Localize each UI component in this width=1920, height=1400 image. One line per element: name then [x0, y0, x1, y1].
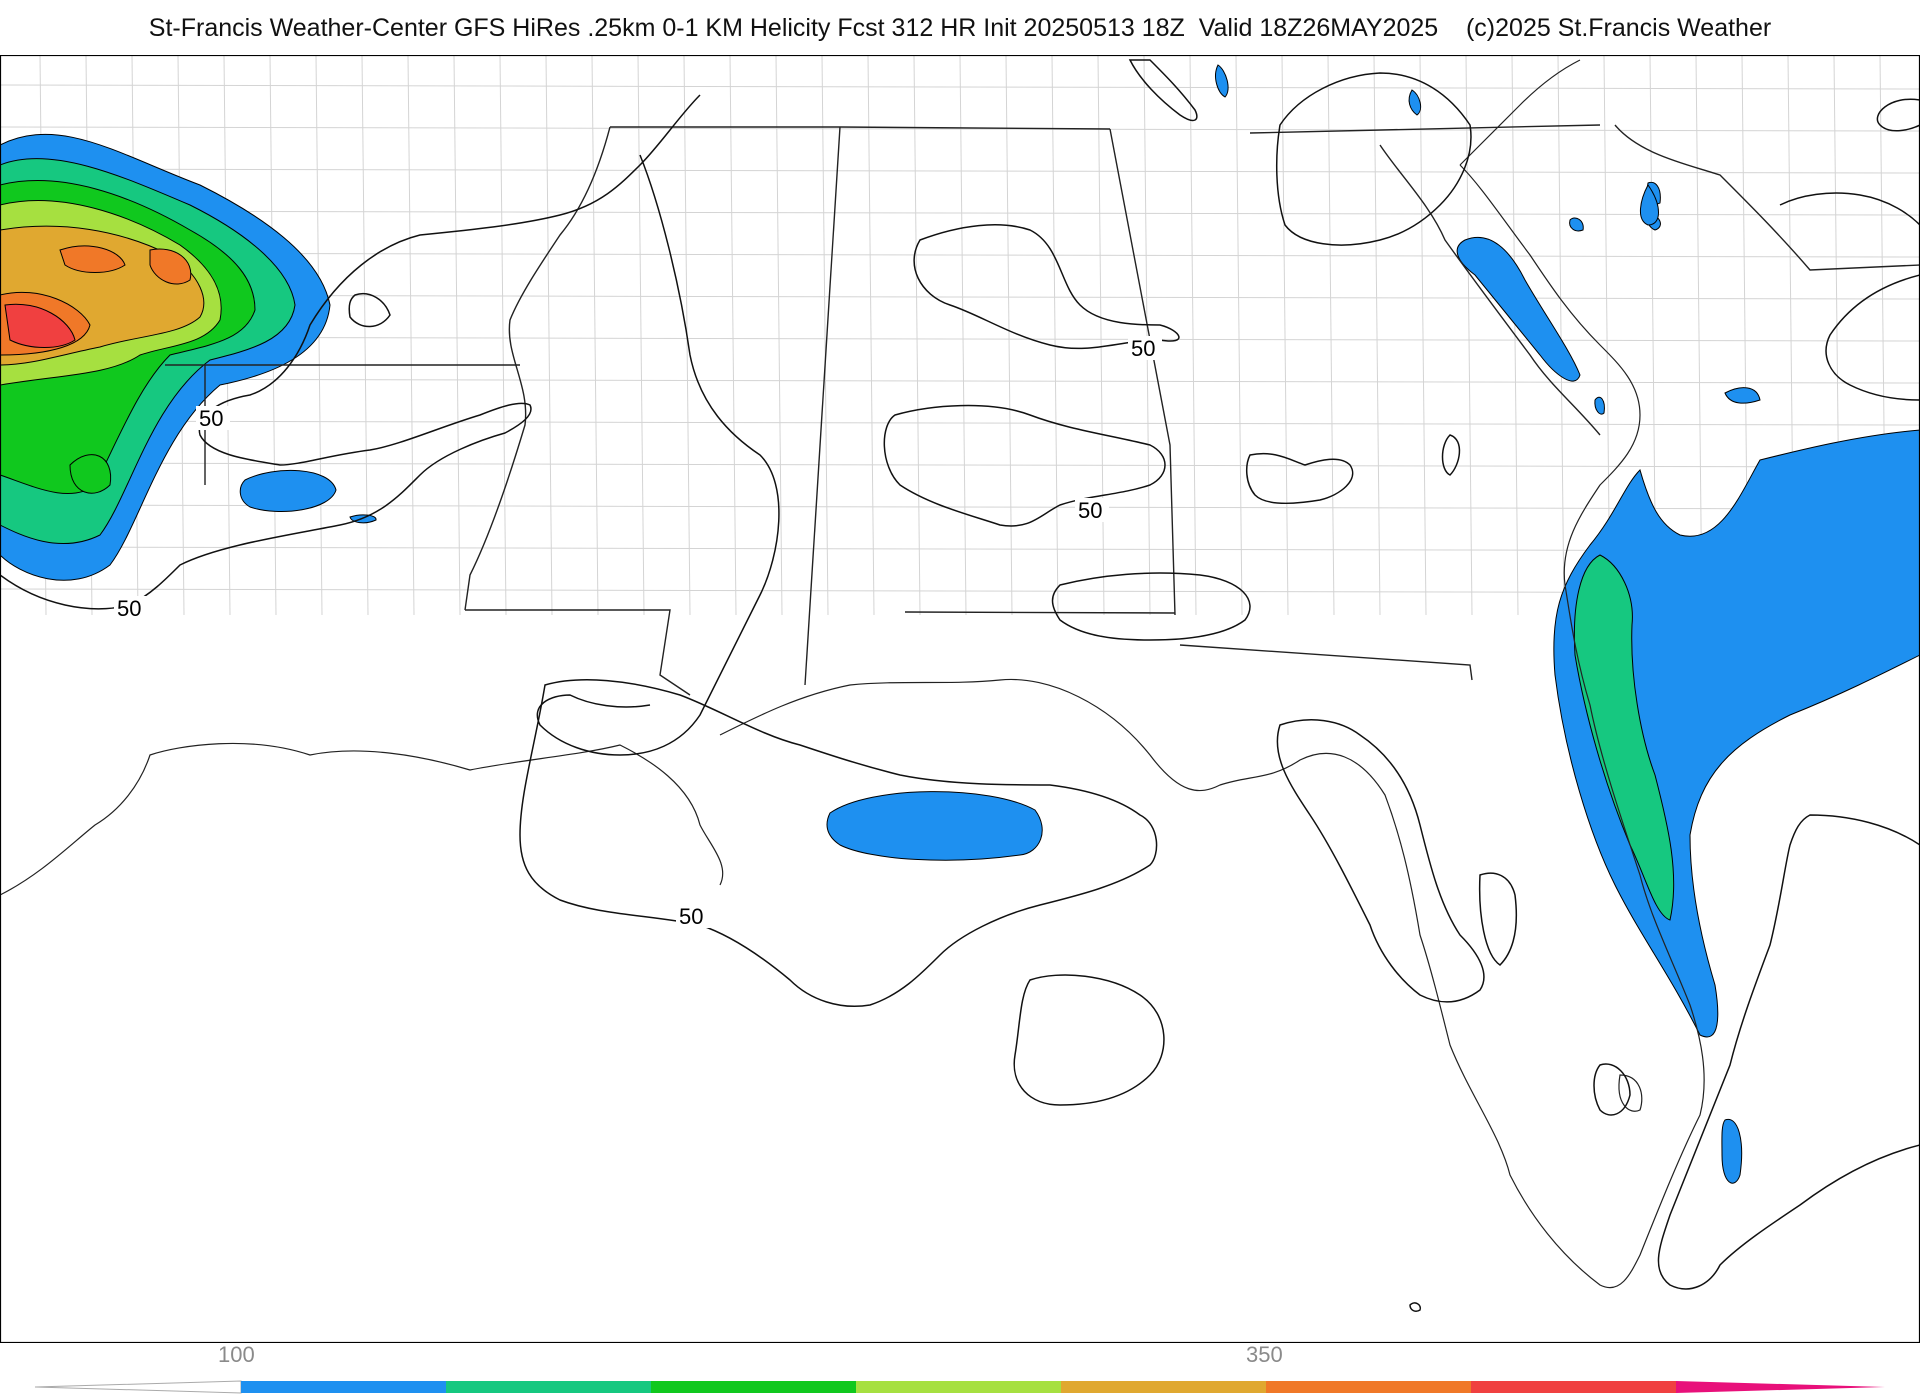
nc-coast	[1459, 59, 1581, 166]
ms-al-border	[804, 126, 841, 686]
ga-sc-river	[1379, 144, 1601, 436]
contour-label-50: 50	[1078, 498, 1102, 523]
ms-al-fl-coast	[719, 164, 1705, 1289]
fill-100-louisiana	[239, 469, 337, 512]
contour-50-fl-south	[1593, 1063, 1631, 1116]
contour-50-fl-inner	[1478, 872, 1518, 966]
fill-350-texas-small2	[149, 248, 192, 285]
fill-100-florida-small	[1721, 1118, 1743, 1184]
fill-150-atlantic	[1573, 554, 1675, 921]
helicity-map: 50 50 50 50 50	[0, 55, 1920, 1343]
fill-100-gulf	[826, 791, 1043, 861]
contour-50-ga	[1245, 453, 1354, 505]
contour-50-sc	[1276, 72, 1472, 246]
fill-100-atlantic	[1553, 429, 1919, 1038]
contour-label-50: 50	[199, 406, 223, 431]
colorbar-segment	[1266, 1381, 1471, 1393]
coastline	[1, 59, 1705, 1289]
ms-river	[464, 126, 611, 611]
map-title: St-Francis Weather-Center GFS HiRes .25k…	[148, 14, 1772, 42]
fl-al-border	[904, 611, 1176, 614]
state-boundaries	[165, 124, 1919, 696]
la-ms-border	[465, 609, 691, 696]
colorbar-segment	[241, 1381, 446, 1393]
okeechobee	[1618, 1074, 1643, 1112]
fill-100-sc-coast	[1456, 236, 1581, 382]
colorbar-segment	[651, 1381, 856, 1393]
contour-50-main	[1, 94, 701, 610]
fl-ga-border	[1179, 644, 1473, 681]
contour-label-50: 50	[1131, 336, 1155, 361]
contour-50-fl-east	[1657, 814, 1919, 1290]
contour-50-east2	[1825, 274, 1919, 401]
colorbar-high-triangle	[1676, 1381, 1885, 1393]
colorbar-tick-label: 350	[1246, 1342, 1283, 1367]
contour-label-50: 50	[117, 596, 141, 621]
contour-50-ne	[1128, 59, 1198, 122]
fill-100-sc-small	[1594, 396, 1605, 415]
colorbar-segment	[1061, 1381, 1266, 1393]
al-tn-border	[839, 126, 1111, 130]
contour-50-fl-keys	[1409, 1302, 1422, 1312]
al-ga-border	[1109, 128, 1176, 616]
fill-200-texas-inner	[69, 454, 112, 494]
fill-100-ga-coast	[1724, 387, 1761, 404]
colorbar-segment	[446, 1381, 651, 1393]
contour-50-sc2	[1441, 434, 1461, 476]
colorbar-low-triangle	[34, 1380, 242, 1394]
fill-100-nc-3	[1215, 64, 1229, 98]
contour-50-gulf	[519, 679, 1158, 1007]
sc-nc-border	[1614, 124, 1919, 271]
contour-50-florida	[1276, 719, 1485, 1003]
fill-100-sc-6	[1640, 184, 1659, 226]
contour-50-ga2	[1051, 572, 1251, 641]
fill-400-texas-core	[4, 303, 76, 348]
fill-100-nc-5	[1569, 217, 1584, 232]
contour-50-small-tx	[348, 293, 391, 328]
colorbar-segment	[856, 1381, 1061, 1393]
helicity-50-contours	[1, 59, 1919, 1312]
contour-50-ms-al	[536, 154, 780, 756]
contour-labels: 50 50 50 50 50	[114, 336, 1162, 929]
colorbar	[34, 1380, 1885, 1394]
colorbar-tick-label: 100	[218, 1342, 255, 1367]
contour-50-gulf2	[1013, 974, 1165, 1106]
colorbar-segment	[1471, 1381, 1676, 1393]
fill-100-nc-4	[1408, 89, 1422, 116]
texas-louisiana-coast	[1, 742, 724, 896]
contour-50-east	[1779, 98, 1919, 226]
contour-label-50: 50	[679, 904, 703, 929]
helicity-fill-areas	[1, 64, 1919, 1184]
contour-50-al2	[883, 404, 1166, 527]
contour-50-al	[913, 224, 1180, 350]
ga-nc-border	[1249, 124, 1601, 134]
fill-350-texas-small	[59, 245, 126, 273]
